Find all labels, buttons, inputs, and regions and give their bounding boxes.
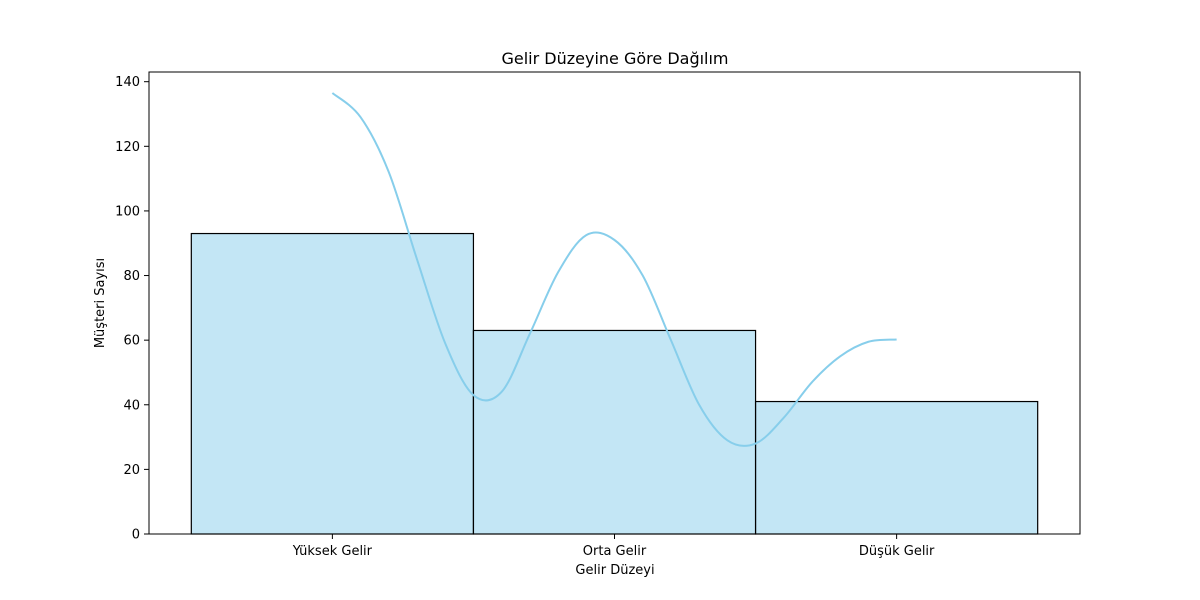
x-tick-label: Düşük Gelir xyxy=(859,544,935,559)
kde-group xyxy=(331,92,897,447)
y-tick-label: 120 xyxy=(115,140,140,155)
kde-line xyxy=(331,92,897,447)
y-tick-label: 100 xyxy=(115,204,140,219)
x-tick-label: Orta Gelir xyxy=(583,544,647,559)
bar-1 xyxy=(472,329,757,535)
x-axis-label: Gelir Düzeyi xyxy=(575,563,654,578)
bar-2 xyxy=(754,400,1039,535)
x-axis: Yüksek Gelir Orta Gelir Düşük Gelir xyxy=(292,534,935,559)
y-tick-label: 20 xyxy=(123,463,140,478)
y-tick-label: 80 xyxy=(123,269,140,284)
y-tick-label: 60 xyxy=(123,334,140,349)
bars-group xyxy=(190,232,1039,535)
y-axis: 0 20 40 60 80 100 120 140 xyxy=(115,75,149,543)
bar-0 xyxy=(190,232,475,535)
y-tick-label: 40 xyxy=(123,398,140,413)
chart-title: Gelir Düzeyine Göre Dağılım xyxy=(501,49,728,68)
y-tick-label: 140 xyxy=(115,75,140,90)
x-tick-label: Yüksek Gelir xyxy=(292,544,373,559)
y-axis-label: Müşteri Sayısı xyxy=(93,258,108,348)
y-tick-label: 0 xyxy=(132,528,140,543)
